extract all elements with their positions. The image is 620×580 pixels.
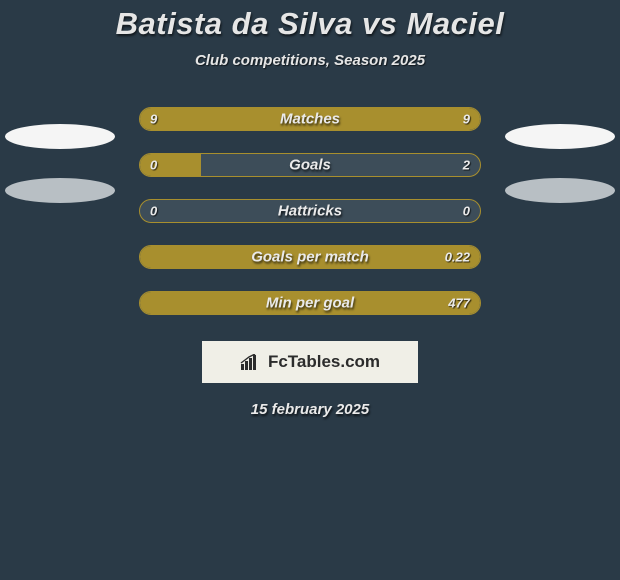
decor-ellipse-0 bbox=[5, 124, 115, 149]
stat-value-right: 0 bbox=[463, 204, 470, 219]
stat-value-left: 0 bbox=[150, 158, 157, 173]
bar-chart-icon bbox=[240, 354, 262, 370]
stat-value-left: 9 bbox=[150, 112, 157, 127]
stat-label: Min per goal bbox=[266, 295, 354, 312]
page-title: Batista da Silva vs Maciel bbox=[0, 6, 620, 42]
date-label: 15 february 2025 bbox=[0, 401, 620, 418]
stat-label: Matches bbox=[280, 111, 340, 128]
stat-label: Goals per match bbox=[251, 249, 369, 266]
stat-row-matches: Matches 9 9 bbox=[139, 107, 481, 131]
stat-value-right: 2 bbox=[463, 158, 470, 173]
stat-value-left: 0 bbox=[150, 204, 157, 219]
decor-ellipse-1 bbox=[505, 124, 615, 149]
stat-row-hattricks: Hattricks 0 0 bbox=[139, 199, 481, 223]
stat-value-right: 9 bbox=[463, 112, 470, 127]
stats-rows: Matches 9 9 Goals 0 2 Hattricks 0 0 Goals per mat… bbox=[139, 107, 481, 337]
stat-label: Goals bbox=[289, 157, 331, 174]
stat-row-min-per-goal: Min per goal 477 bbox=[139, 291, 481, 315]
comparison-card: Batista da Silva vs Maciel Club competit… bbox=[0, 0, 620, 418]
decor-ellipse-2 bbox=[5, 178, 115, 203]
subtitle: Club competitions, Season 2025 bbox=[0, 52, 620, 69]
stat-label: Hattricks bbox=[278, 203, 342, 220]
stat-value-right: 0.22 bbox=[445, 250, 470, 265]
logo-text: FcTables.com bbox=[268, 352, 380, 372]
stat-row-goals-per-match: Goals per match 0.22 bbox=[139, 245, 481, 269]
decor-ellipse-3 bbox=[505, 178, 615, 203]
source-logo: FcTables.com bbox=[202, 341, 418, 383]
stat-value-right: 477 bbox=[448, 296, 470, 311]
stat-row-goals: Goals 0 2 bbox=[139, 153, 481, 177]
